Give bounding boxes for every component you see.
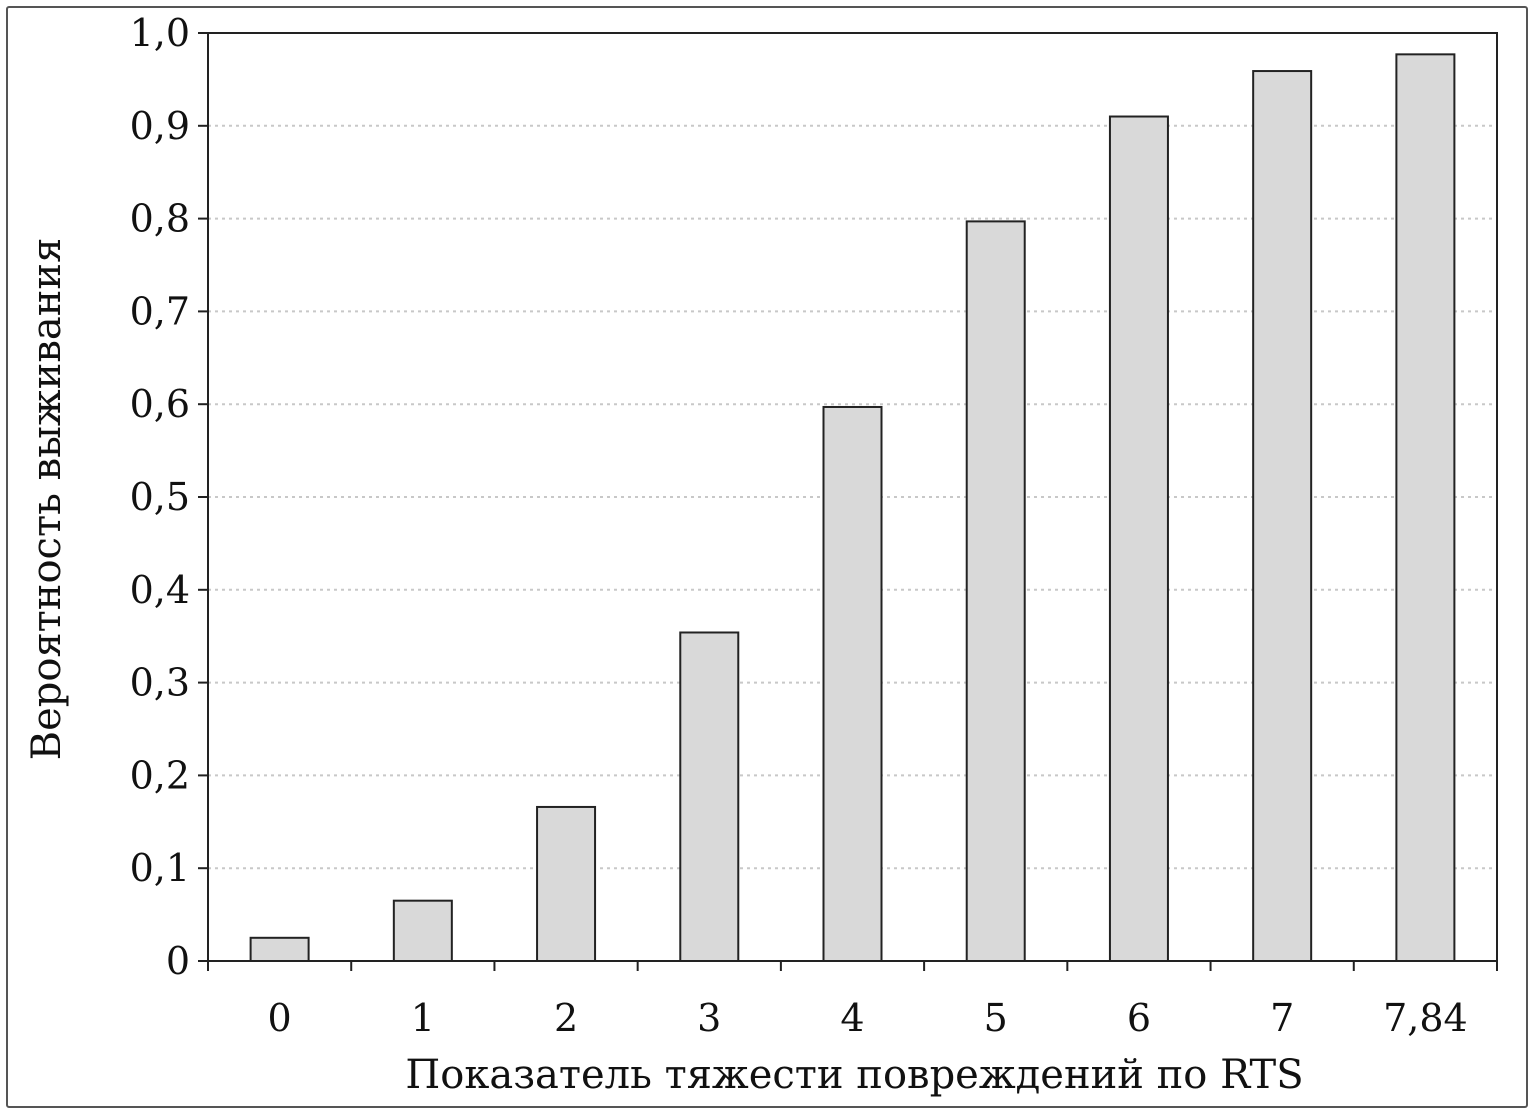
bar-5 — [965, 220, 1026, 963]
x-tick-label: 2 — [554, 996, 578, 1040]
y-tick-label: 1,0 — [130, 11, 190, 55]
x-tick-label: 4 — [840, 996, 864, 1040]
y-tick-label: 0,3 — [130, 661, 190, 705]
x-tick-label: 7 — [1270, 996, 1294, 1040]
bar-7 — [1252, 70, 1313, 963]
bar-1 — [392, 899, 453, 962]
y-tick-label: 0,5 — [130, 475, 190, 519]
bar-0 — [249, 936, 310, 962]
y-tick-label: 0,2 — [130, 753, 190, 797]
y-axis: 0 0,1 0,2 0,3 0,4 0,5 0,6 0,7 0,8 0,9 1,0 — [130, 11, 208, 983]
x-tick-label: 6 — [1127, 996, 1151, 1040]
bar-4 — [822, 405, 883, 962]
y-tick-label: 0,4 — [130, 568, 190, 612]
x-tick-label: 0 — [268, 996, 292, 1040]
bar-6 — [1108, 115, 1169, 962]
x-tick-label: 5 — [984, 996, 1008, 1040]
bars — [249, 53, 1456, 963]
x-tick-label: 1 — [411, 996, 435, 1040]
y-tick-label: 0 — [166, 939, 190, 983]
y-axis-title: Вероятность выживания — [24, 238, 70, 761]
x-axis: 0 1 2 3 4 5 6 7 7,84 — [207, 961, 1498, 1040]
y-tick-label: 0,9 — [130, 104, 190, 148]
y-tick-label: 0,8 — [130, 197, 190, 241]
y-tick-label: 0,1 — [130, 846, 190, 890]
y-tick-label: 0,7 — [130, 289, 190, 333]
y-tick-label: 0,6 — [130, 382, 190, 426]
x-axis-title: Показатель тяжести повреждений по RTS — [405, 1052, 1303, 1098]
bar-2 — [536, 805, 597, 963]
x-tick-label: 3 — [697, 996, 721, 1040]
bar-3 — [679, 631, 740, 962]
x-tick-label: 7,84 — [1383, 996, 1468, 1040]
bar-7-84 — [1395, 53, 1456, 963]
figure-border — [6, 6, 1528, 1108]
